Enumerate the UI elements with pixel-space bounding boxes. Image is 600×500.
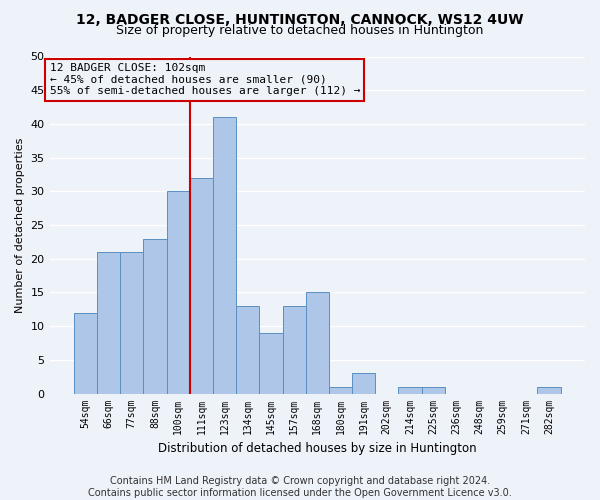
Text: 12 BADGER CLOSE: 102sqm
← 45% of detached houses are smaller (90)
55% of semi-de: 12 BADGER CLOSE: 102sqm ← 45% of detache…	[50, 63, 360, 96]
Bar	[213, 117, 236, 394]
Bar	[422, 387, 445, 394]
Bar	[305, 292, 329, 394]
Bar	[352, 374, 375, 394]
Y-axis label: Number of detached properties: Number of detached properties	[15, 138, 25, 312]
Bar	[97, 252, 120, 394]
Text: Contains HM Land Registry data © Crown copyright and database right 2024.
Contai: Contains HM Land Registry data © Crown c…	[88, 476, 512, 498]
Bar	[167, 192, 190, 394]
Bar	[538, 387, 560, 394]
Bar	[236, 306, 259, 394]
Bar	[143, 238, 167, 394]
Text: 12, BADGER CLOSE, HUNTINGTON, CANNOCK, WS12 4UW: 12, BADGER CLOSE, HUNTINGTON, CANNOCK, W…	[76, 12, 524, 26]
Bar	[259, 333, 283, 394]
Bar	[74, 312, 97, 394]
Text: Size of property relative to detached houses in Huntington: Size of property relative to detached ho…	[116, 24, 484, 37]
Bar	[398, 387, 422, 394]
Bar	[283, 306, 305, 394]
Bar	[120, 252, 143, 394]
Bar	[190, 178, 213, 394]
X-axis label: Distribution of detached houses by size in Huntington: Distribution of detached houses by size …	[158, 442, 476, 455]
Bar	[329, 387, 352, 394]
